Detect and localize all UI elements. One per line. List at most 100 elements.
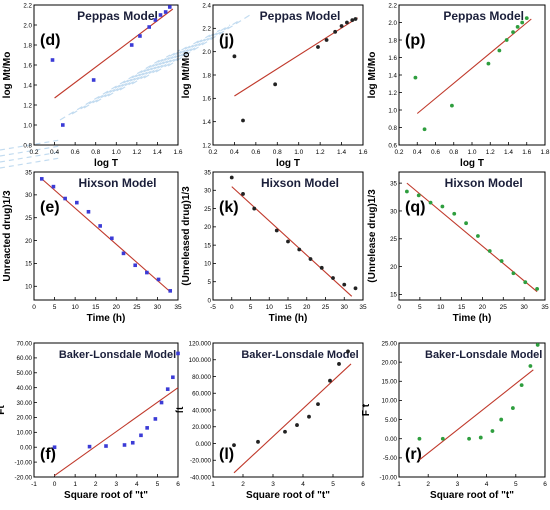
x-axis-label: Square root of "t": [246, 490, 330, 501]
x-tick-label: 1: [73, 481, 77, 488]
y-tick-label: -10.00: [14, 459, 32, 466]
x-axis-label: log T: [276, 158, 300, 169]
data-point: [464, 221, 468, 226]
x-tick-label: 30: [154, 304, 162, 311]
data-point: [63, 196, 67, 201]
data-point: [241, 192, 245, 196]
y-tick-label: 15: [204, 242, 211, 249]
x-tick-label: 20: [479, 304, 487, 311]
data-point: [104, 444, 108, 448]
data-point: [232, 443, 236, 448]
y-tick-label: 120.000: [189, 340, 212, 347]
y-tick-label: 1.8: [388, 37, 397, 44]
chart-panel-d: 0.2 0.4 0.6 0.8 1.0 1.2 1.4 1.6 0.8 1.0 1.2 1.4 1.6 1…: [2, 2, 183, 169]
data-point: [176, 351, 180, 356]
y-tick-label: 30: [390, 208, 397, 215]
data-point: [486, 61, 491, 66]
x-tick-label: -5: [210, 304, 216, 311]
y-axis-label: F t: [361, 403, 372, 416]
x-tick-label: 1.8: [540, 149, 549, 156]
fit-line: [41, 178, 171, 293]
panel-letter: (l): [219, 446, 234, 463]
x-tick-label: 0: [397, 304, 401, 311]
x-axis-label: Square root of "t": [430, 490, 514, 501]
chart-title: Baker-Lonsdale Model: [425, 349, 542, 361]
watermark-line: [131, 29, 221, 85]
data-point: [535, 343, 540, 347]
data-point: [138, 34, 142, 38]
x-axis-label: Time (h): [453, 313, 492, 324]
x-tick-label: 10: [437, 304, 445, 311]
x-tick-label: 1.6: [358, 149, 367, 156]
y-tick-label: 2.0: [202, 49, 211, 56]
data-point: [519, 383, 524, 388]
data-point: [417, 436, 422, 441]
watermark-line: [107, 39, 201, 97]
data-point: [39, 177, 44, 181]
data-point: [499, 417, 504, 422]
data-point: [75, 200, 79, 205]
data-point: [273, 82, 278, 87]
y-tick-label: 60.00: [17, 355, 33, 362]
chart-title: Hixson Model: [261, 176, 339, 190]
data-point: [252, 206, 257, 211]
x-axis-label: Square root of "t": [64, 490, 148, 501]
x-tick-label: 0.6: [251, 149, 260, 156]
data-point: [416, 193, 421, 198]
y-axis-label: (Unrelease drug)1/3: [367, 189, 378, 283]
x-tick-label: 35: [359, 304, 367, 311]
data-point: [163, 10, 168, 14]
watermark-line: [0, 151, 61, 163]
x-tick-label: 1.4: [337, 149, 346, 156]
data-point: [145, 426, 149, 430]
chart-title: Peppas Model: [77, 9, 158, 23]
chart-title: Hixson Model: [445, 176, 523, 190]
panel-letter: (r): [405, 446, 422, 463]
y-tick-label: 2.2: [388, 2, 397, 9]
data-point: [342, 282, 347, 287]
y-tick-label: 1.4: [202, 119, 211, 126]
data-point: [50, 58, 55, 62]
data-point: [130, 440, 135, 445]
y-tick-label: 35: [390, 180, 397, 187]
x-tick-label: 10: [266, 304, 274, 311]
watermark-line: [71, 54, 171, 115]
watermark-line: [119, 34, 211, 91]
y-tick-label: 30: [25, 192, 32, 199]
data-point: [504, 38, 509, 42]
data-point: [87, 444, 92, 449]
x-tick-label: 10: [72, 304, 80, 311]
x-tick-label: 4: [135, 481, 139, 488]
x-tick-label: 0.2: [394, 149, 403, 156]
chart-title: Baker-Lonsdale Model: [59, 349, 176, 361]
plot-frame: [33, 171, 179, 301]
fit-line: [231, 186, 353, 297]
y-tick-label: 1.0: [388, 107, 397, 114]
x-axis-label: log T: [94, 158, 118, 169]
x-tick-label: 0.6: [431, 149, 440, 156]
x-tick-label: 0.6: [71, 149, 80, 156]
data-point: [133, 263, 137, 268]
data-point: [324, 38, 329, 42]
y-tick-label: 1.2: [388, 90, 397, 97]
y-tick-label: -10.00: [379, 474, 397, 481]
y-tick-label: 30: [204, 188, 211, 195]
x-tick-label: 1.0: [294, 149, 303, 156]
x-tick-label: 3: [271, 481, 275, 488]
y-tick-label: 2.0: [23, 22, 32, 29]
y-tick-label: 10: [25, 284, 32, 291]
data-point: [328, 378, 332, 383]
x-tick-label: 1.0: [467, 149, 476, 156]
x-tick-label: 0.4: [50, 149, 59, 156]
x-tick-label: 2: [94, 481, 98, 488]
y-tick-label: 0.000: [196, 441, 212, 448]
data-point: [145, 270, 149, 275]
data-point: [319, 265, 324, 270]
data-point: [241, 118, 245, 123]
y-axis-label: Ft: [0, 405, 7, 415]
fit-line: [233, 363, 352, 474]
x-tick-label: 1.2: [486, 149, 495, 156]
y-tick-label: 60.000: [192, 391, 211, 398]
data-point: [497, 48, 502, 53]
y-tick-label: 0.8: [23, 142, 32, 149]
